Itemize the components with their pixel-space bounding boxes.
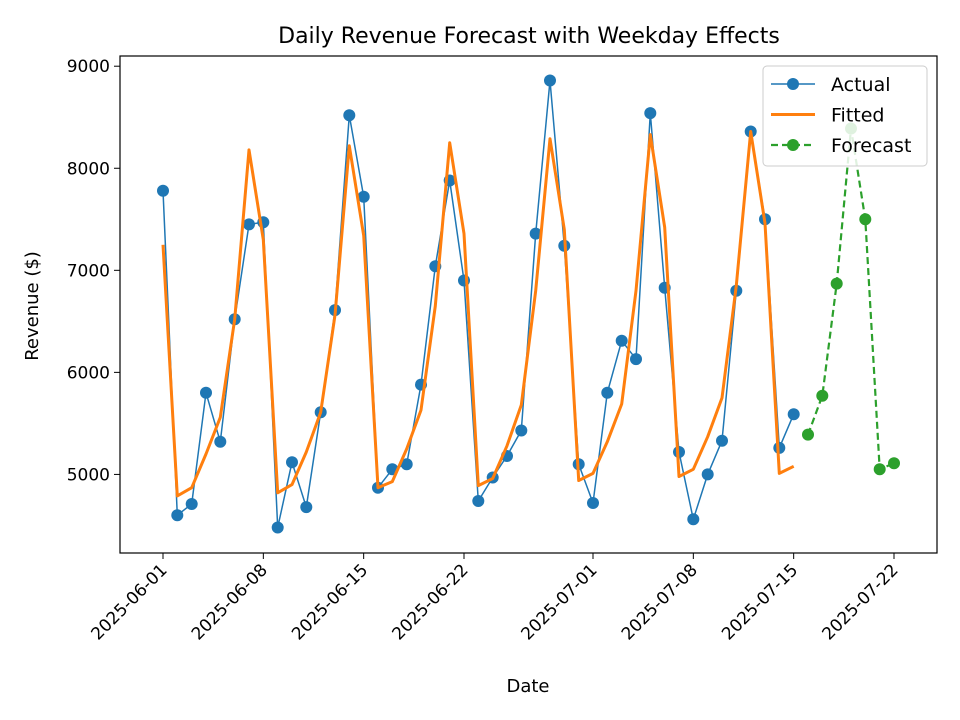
chart-title: Daily Revenue Forecast with Weekday Effe… — [278, 24, 780, 49]
legend: Actual Fitted Forecast — [762, 65, 928, 167]
y-tick-label: 8000 — [67, 159, 110, 179]
forecast-point — [859, 213, 872, 226]
actual-point — [214, 435, 227, 448]
actual-point — [515, 424, 528, 437]
x-axis-label: Date — [506, 676, 549, 697]
actual-point — [787, 408, 800, 421]
actual-point — [644, 107, 657, 120]
x-tick-label: 2025-07-01 — [518, 560, 602, 644]
actual-point — [716, 434, 728, 447]
actual-point — [343, 109, 356, 122]
actual-point — [587, 497, 599, 509]
plot-frame — [119, 55, 938, 554]
actual-point — [200, 386, 212, 399]
actual-point — [630, 353, 642, 366]
forecast-point — [830, 277, 843, 290]
actual-point — [615, 334, 628, 347]
legend-label-fitted: Fitted — [831, 105, 884, 127]
actual-point — [357, 190, 370, 203]
actual-point — [400, 458, 413, 471]
y-axis: 5000 6000 7000 8000 9000 — [67, 57, 120, 485]
x-tick-label: 2025-07-22 — [819, 560, 903, 644]
y-tick-label: 6000 — [67, 363, 110, 383]
x-tick-label: 2025-06-22 — [389, 560, 473, 644]
actual-point — [271, 521, 284, 534]
actual-point — [243, 218, 255, 231]
actual-point — [529, 227, 542, 240]
actual-point — [157, 184, 169, 197]
actual-point — [171, 509, 184, 522]
actual-point — [300, 501, 313, 514]
y-tick-label: 7000 — [67, 261, 110, 281]
x-tick-label: 2025-06-01 — [88, 560, 172, 644]
legend-label-actual: Actual — [831, 74, 891, 96]
legend-label-forecast: Forecast — [831, 135, 911, 157]
x-tick-label: 2025-07-08 — [618, 560, 702, 644]
plot-area — [157, 74, 900, 534]
actual-point — [472, 495, 485, 507]
forecast-point — [802, 428, 814, 441]
legend-marker-forecast — [787, 139, 799, 151]
actual-point — [601, 386, 614, 399]
forecast-point — [873, 463, 886, 476]
y-tick-label: 9000 — [67, 57, 110, 77]
x-tick-label: 2025-06-08 — [188, 560, 272, 644]
forecast-line — [806, 127, 895, 471]
y-tick-label: 5000 — [67, 465, 110, 485]
x-axis: 2025-06-01 2025-06-08 2025-06-15 2025-06-22… — [88, 553, 903, 644]
actual-point — [701, 468, 714, 481]
forecast-point — [888, 457, 900, 470]
forecast-point — [816, 389, 829, 402]
legend-marker-actual — [787, 78, 799, 90]
actual-point — [544, 74, 556, 87]
fitted-line — [161, 130, 795, 498]
actual-point — [185, 498, 198, 510]
x-tick-label: 2025-07-15 — [718, 560, 802, 644]
x-tick-label: 2025-06-15 — [288, 560, 372, 644]
legend-box — [762, 65, 928, 167]
y-axis-label: Revenue ($) — [22, 251, 43, 361]
actual-point — [687, 513, 700, 526]
actual-point — [286, 456, 298, 469]
